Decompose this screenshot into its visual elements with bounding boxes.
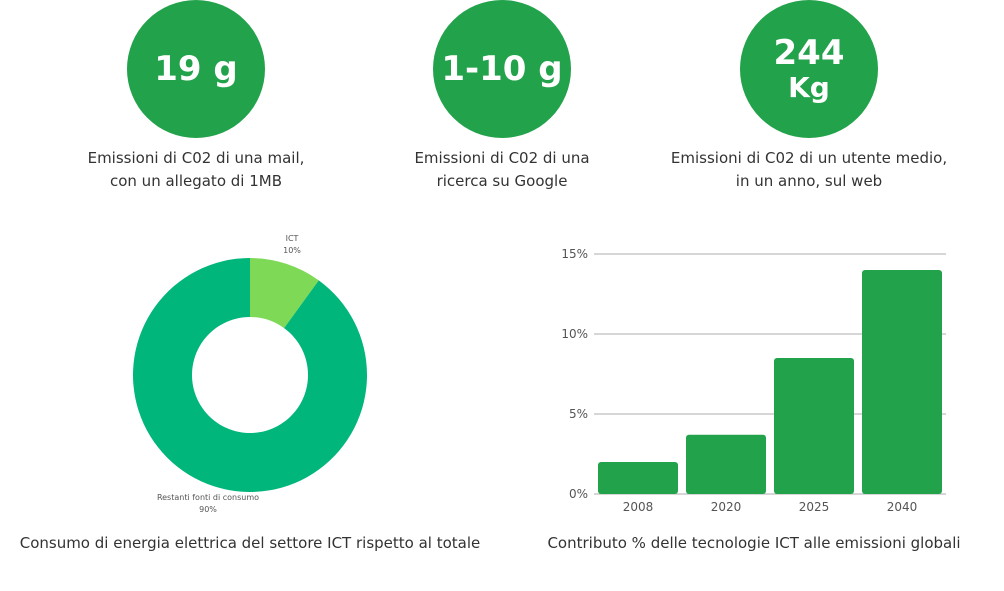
stat-caption: Emissioni di C02 di un utente medio, in … [670, 149, 948, 190]
bar-2020 [686, 434, 766, 494]
bar-2008 [598, 462, 678, 494]
stat-caption: Emissioni di C02 di una mail, con un all… [87, 149, 305, 190]
bar-2040 [862, 270, 942, 494]
donut-chart-title: Consumo di energia elettrica del settore… [19, 534, 481, 552]
donut-chart: ICT 10% Restanti fonti di consumo 90% [133, 234, 368, 514]
donut-value-label: 10% [283, 246, 301, 255]
y-tick-label: 15% [561, 247, 588, 261]
donut-slice-ict [250, 258, 319, 329]
stat-value-circle: 244 Kg [740, 0, 878, 138]
y-tick-label: 5% [569, 407, 588, 421]
donut-value-label: 90% [199, 505, 217, 514]
stat-value-circle: 19 g [127, 0, 265, 138]
donut-label: ICT [286, 234, 299, 243]
bar-chart: 0% 5% 10% 15% 2008 2020 2025 2040 [561, 247, 946, 514]
x-tick-label: 2008 [623, 500, 654, 514]
stat-mail-emissions: 19 g Emissioni di C02 di una mail, con u… [36, 0, 356, 193]
y-tick-label: 0% [569, 487, 588, 501]
stat-unit: Kg [788, 71, 830, 104]
donut-slice-rest [133, 258, 368, 492]
stat-value-circle: 1-10 g [433, 0, 571, 138]
stat-caption: Emissioni di C02 di una ricerca su Googl… [414, 149, 590, 190]
x-tick-label: 2025 [799, 500, 830, 514]
stat-user-emissions: 244 Kg Emissioni di C02 di un utente med… [649, 0, 969, 193]
bar-2025 [774, 358, 854, 494]
x-tick-label: 2020 [711, 500, 742, 514]
stat-search-emissions: 1-10 g Emissioni di C02 di una ricerca s… [342, 0, 662, 193]
y-tick-label: 10% [561, 327, 588, 341]
stat-value: 19 g [154, 49, 238, 89]
donut-label: Restanti fonti di consumo [157, 493, 259, 502]
bar-chart-title: Contributo % delle tecnologie ICT alle e… [547, 534, 961, 552]
stat-value: 244 [773, 33, 845, 73]
stat-value: 1-10 g [441, 49, 563, 89]
x-tick-label: 2040 [887, 500, 918, 514]
